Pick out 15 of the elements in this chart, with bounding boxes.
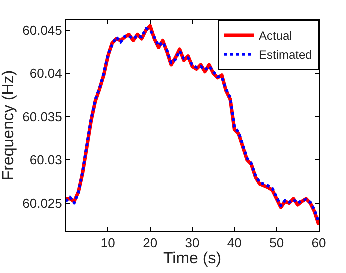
y-axis-title: Frequency (Hz) (0, 70, 18, 181)
x-tick-label: 60 (312, 236, 326, 251)
x-tick-label: 10 (100, 236, 116, 251)
y-tick-label: 60.025 (22, 196, 62, 211)
x-tick-label: 50 (270, 236, 284, 251)
x-tick-label: 20 (143, 236, 158, 251)
legend-label: Actual (259, 29, 292, 44)
x-tick-label: 30 (185, 236, 200, 251)
y-tick-label: 60.045 (22, 22, 62, 38)
x-tick-label: 40 (227, 236, 242, 251)
x-axis-title: Time (s) (163, 250, 222, 268)
legend-label: Estimated (259, 48, 312, 62)
y-tick-label: 60.035 (22, 109, 62, 124)
y-tick-label: 60.04 (30, 66, 62, 82)
y-tick-label: 60.03 (30, 152, 62, 168)
